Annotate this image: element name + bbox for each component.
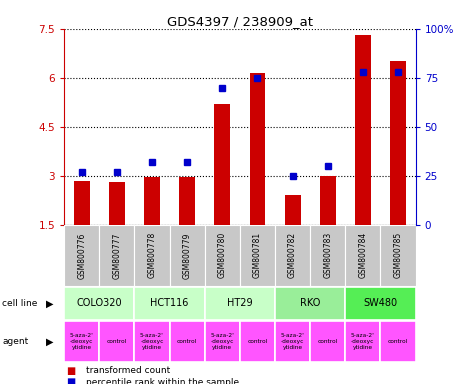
Bar — [64, 287, 134, 320]
Bar — [240, 321, 275, 362]
Text: cell line: cell line — [2, 299, 38, 308]
Bar — [345, 321, 380, 362]
Text: control: control — [388, 339, 408, 344]
Bar — [99, 321, 134, 362]
Text: GSM800777: GSM800777 — [113, 232, 121, 278]
Text: 5-aza-2'
-deoxyc
ytidine: 5-aza-2' -deoxyc ytidine — [140, 333, 164, 350]
Bar — [64, 321, 99, 362]
Text: 5-aza-2'
-deoxyc
ytidine: 5-aza-2' -deoxyc ytidine — [281, 333, 304, 350]
Bar — [275, 321, 310, 362]
Text: HCT116: HCT116 — [151, 298, 189, 308]
Text: 5-aza-2'
-deoxyc
ytidine: 5-aza-2' -deoxyc ytidine — [210, 333, 234, 350]
Text: RKO: RKO — [300, 298, 320, 308]
Text: ▶: ▶ — [46, 337, 53, 347]
Bar — [310, 225, 345, 286]
Bar — [205, 287, 275, 320]
Bar — [64, 225, 99, 286]
Bar — [310, 321, 345, 362]
Text: control: control — [177, 339, 197, 344]
Text: GSM800782: GSM800782 — [288, 232, 297, 278]
Bar — [320, 176, 336, 225]
Bar — [345, 225, 380, 286]
Text: ▶: ▶ — [46, 298, 53, 308]
Bar — [214, 104, 230, 225]
Text: GSM800781: GSM800781 — [253, 232, 262, 278]
Bar — [345, 287, 416, 320]
Text: SW480: SW480 — [363, 298, 398, 308]
Bar — [99, 225, 134, 286]
Text: control: control — [247, 339, 267, 344]
Bar — [134, 287, 205, 320]
Bar — [134, 321, 170, 362]
Bar — [285, 195, 301, 225]
Text: transformed count: transformed count — [86, 366, 170, 376]
Text: control: control — [318, 339, 338, 344]
Text: GSM800783: GSM800783 — [323, 232, 332, 278]
Bar — [205, 321, 240, 362]
Bar — [249, 73, 266, 225]
Bar — [170, 321, 205, 362]
Text: control: control — [107, 339, 127, 344]
Text: agent: agent — [2, 337, 28, 346]
Text: GSM800778: GSM800778 — [148, 232, 156, 278]
Text: ■: ■ — [66, 366, 76, 376]
Text: GSM800784: GSM800784 — [359, 232, 367, 278]
Bar — [380, 321, 416, 362]
Text: HT29: HT29 — [227, 298, 253, 308]
Bar — [179, 177, 195, 225]
Bar — [74, 180, 90, 225]
Bar — [275, 287, 345, 320]
Bar — [170, 225, 205, 286]
Text: ■: ■ — [66, 377, 76, 384]
Bar — [240, 225, 275, 286]
Title: GDS4397 / 238909_at: GDS4397 / 238909_at — [167, 15, 313, 28]
Text: percentile rank within the sample: percentile rank within the sample — [86, 377, 238, 384]
Bar — [380, 225, 416, 286]
Text: GSM800780: GSM800780 — [218, 232, 227, 278]
Text: GSM800779: GSM800779 — [183, 232, 191, 278]
Bar — [275, 225, 310, 286]
Text: COLO320: COLO320 — [76, 298, 122, 308]
Bar — [390, 61, 406, 225]
Text: 5-aza-2'
-deoxyc
ytidine: 5-aza-2' -deoxyc ytidine — [351, 333, 375, 350]
Text: 5-aza-2'
-deoxyc
ytidine: 5-aza-2' -deoxyc ytidine — [70, 333, 94, 350]
Bar — [355, 35, 371, 225]
Text: GSM800785: GSM800785 — [394, 232, 402, 278]
Bar — [134, 225, 170, 286]
Bar — [144, 177, 160, 225]
Text: GSM800776: GSM800776 — [77, 232, 86, 278]
Bar — [109, 182, 125, 225]
Bar — [205, 225, 240, 286]
